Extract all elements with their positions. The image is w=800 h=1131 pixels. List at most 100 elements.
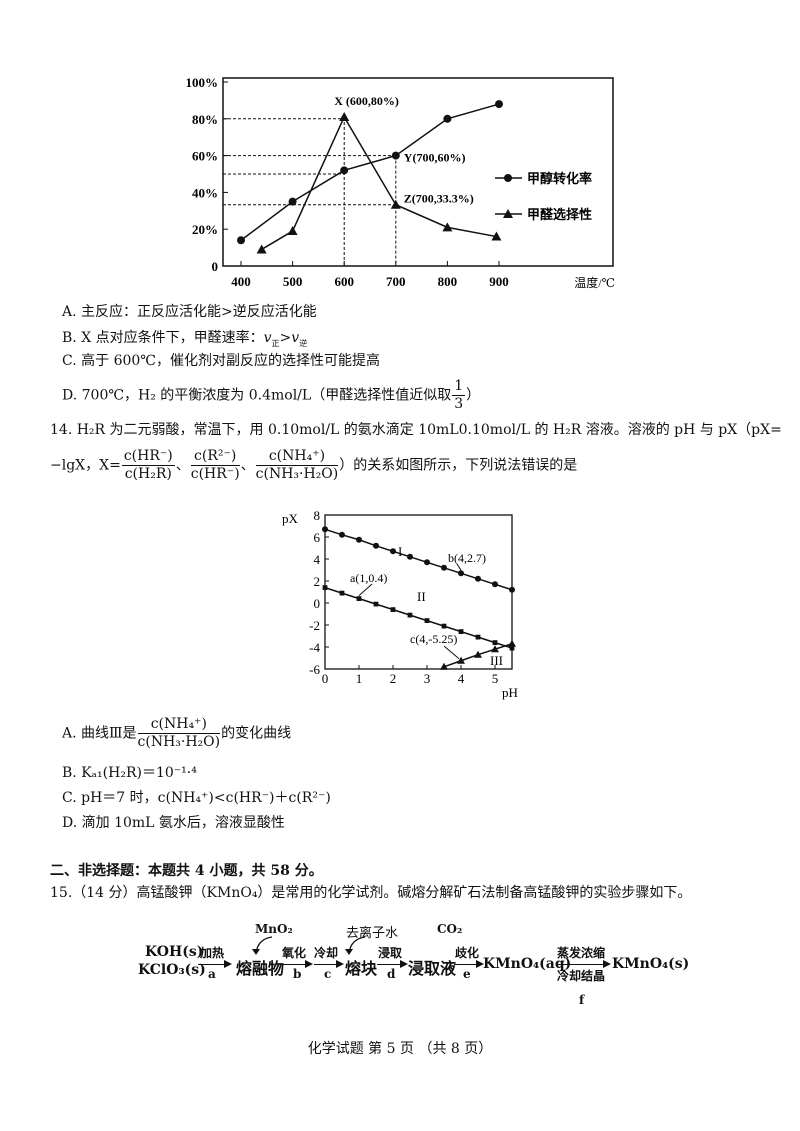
- y-tick-label: 0: [314, 596, 321, 611]
- denominator: c(NH₃·H₂O): [137, 734, 221, 750]
- legend-marker: [504, 174, 512, 182]
- data-point: [441, 623, 447, 629]
- legend-label: 甲醛选择性: [527, 207, 592, 222]
- sub-reverse: 逆: [299, 338, 308, 348]
- x-def: −lgX，X=: [50, 457, 121, 474]
- annotation-pointer: [456, 563, 462, 571]
- fraction-nh4: c(NH₄⁺) c(NH₃·H₂O): [137, 716, 221, 751]
- co2: CO₂: [437, 922, 463, 936]
- x-tick-label: 5: [492, 671, 499, 686]
- data-point: [508, 639, 516, 647]
- q14-option-b: B. Kₐ₁(H₂R)＝10⁻¹·⁴: [62, 765, 197, 781]
- step-c: c: [324, 967, 332, 981]
- sub-forward: 正: [271, 338, 280, 348]
- x-tick-label: 2: [390, 671, 397, 686]
- data-point: [509, 645, 515, 651]
- y-tick-label: -2: [309, 618, 320, 633]
- data-point: [424, 559, 430, 566]
- x-tick-label: 500: [283, 274, 303, 289]
- data-point: [457, 656, 465, 664]
- x-axis-label: 温度/℃: [574, 275, 615, 290]
- data-point: [492, 640, 498, 645]
- x-tick-label: 1: [356, 671, 363, 686]
- kmno4-aq: KMnO₄(aq): [483, 956, 572, 972]
- data-point: [340, 166, 349, 175]
- arrow-f: [557, 960, 611, 968]
- page-footer: 化学试题 第 5 页 （共 8 页）: [307, 1041, 493, 1057]
- arrow-d: [377, 960, 408, 968]
- data-point: [339, 531, 345, 538]
- y-tick-label: 100%: [186, 75, 219, 90]
- numerator: c(R²⁻): [190, 448, 240, 466]
- step-e: e: [463, 967, 471, 981]
- data-point: [475, 575, 481, 582]
- data-point: [356, 596, 362, 601]
- gt-sign: >: [279, 330, 292, 346]
- q15-stem: 15.（14 分）高锰酸钾（KMnO₄）是常用的化学试剂。碱熔分解矿石法制备高锰…: [50, 885, 692, 901]
- x-tick-label: 3: [424, 671, 431, 686]
- data-point: [407, 612, 413, 618]
- q14-stem-line2: −lgX，X= c(HR⁻) c(H₂R)、 c(R²⁻) c(HR⁻)、 c(NH₄⁺)…: [50, 448, 577, 483]
- x-tick-label: 0: [322, 671, 329, 686]
- point-annotation: Y(700,60%): [404, 151, 466, 165]
- q13-option-b: B. X 点对应条件下，甲醛速率：v正>v逆: [62, 329, 307, 353]
- data-point: [339, 590, 345, 596]
- v-forward: v: [263, 330, 272, 346]
- curved-arrow-water: [345, 936, 366, 955]
- numerator: c(NH₄⁺): [255, 448, 339, 466]
- numerator: c(HR⁻): [121, 448, 175, 466]
- v-reverse: v: [291, 330, 300, 346]
- denominator: 3: [454, 396, 464, 412]
- data-point: [322, 526, 328, 533]
- x-tick-label: 900: [489, 274, 509, 289]
- y-tick-label: 40%: [192, 185, 218, 200]
- option-a-text: A. 曲线Ⅲ是: [62, 725, 137, 742]
- x-tick-label: 600: [334, 274, 354, 289]
- data-point: [339, 111, 350, 121]
- numerator: c(NH₄⁺): [137, 716, 221, 734]
- q14-option-a: A. 曲线Ⅲ是 c(NH₄⁺) c(NH₃·H₂O) 的变化曲线: [62, 716, 291, 751]
- point-annotation: Z(700,33.3%): [404, 192, 474, 206]
- option-a-end: 的变化曲线: [221, 725, 292, 742]
- data-point: [391, 151, 400, 160]
- point-annotation: c(4,-5.25): [410, 632, 457, 646]
- denominator: c(NH₃·H₂O): [255, 466, 339, 482]
- y-tick-label: -4: [309, 640, 320, 655]
- curve-label: II: [417, 589, 426, 604]
- y-tick-label: 2: [314, 574, 321, 589]
- y-tick-label: 8: [314, 508, 321, 523]
- step-f-top: 蒸发浓缩: [557, 946, 606, 960]
- curve-label: III: [490, 653, 503, 668]
- paren: ）: [466, 387, 481, 404]
- data-point: [475, 634, 481, 640]
- y-tick-label: 80%: [192, 112, 218, 127]
- data-point: [443, 114, 452, 123]
- x-tick-label: 800: [438, 274, 458, 289]
- block: 熔块: [345, 959, 378, 978]
- section-heading: 二、非选择题：本题共 4 小题，共 58 分。: [50, 863, 323, 879]
- step-d-label: 浸取: [378, 946, 403, 960]
- data-point: [322, 585, 328, 590]
- step-b: b: [293, 967, 302, 981]
- arrow-e: [454, 960, 484, 968]
- y-tick-label: 0: [212, 259, 219, 274]
- point-annotation: X (600,80%): [334, 94, 399, 108]
- kmno4-s: KMnO₄(s): [612, 956, 690, 972]
- q13-option-a: A. 主反应：正反应活化能>逆反应活化能: [62, 304, 317, 320]
- data-point: [491, 231, 502, 241]
- data-point: [509, 586, 515, 593]
- data-point: [458, 629, 464, 634]
- series-line-1: [261, 115, 497, 251]
- data-point: [440, 662, 448, 670]
- series-line-0: [240, 103, 500, 241]
- legend-label: 甲醇转化率: [527, 171, 592, 186]
- option-d-text: D. 700℃，H₂ 的平衡浓度为 0.4mol/L（甲醛选择性值近似取: [62, 387, 452, 404]
- data-point: [390, 199, 401, 209]
- leachate: 浸取液: [408, 959, 457, 978]
- step-a-label: 加热: [200, 946, 225, 960]
- q14-stem-line1: 14. H₂R 为二元弱酸，常温下，用 0.10mol/L 的氨水滴定 10mL…: [50, 422, 782, 438]
- mno2: MnO₂: [255, 922, 293, 936]
- data-point: [356, 536, 362, 543]
